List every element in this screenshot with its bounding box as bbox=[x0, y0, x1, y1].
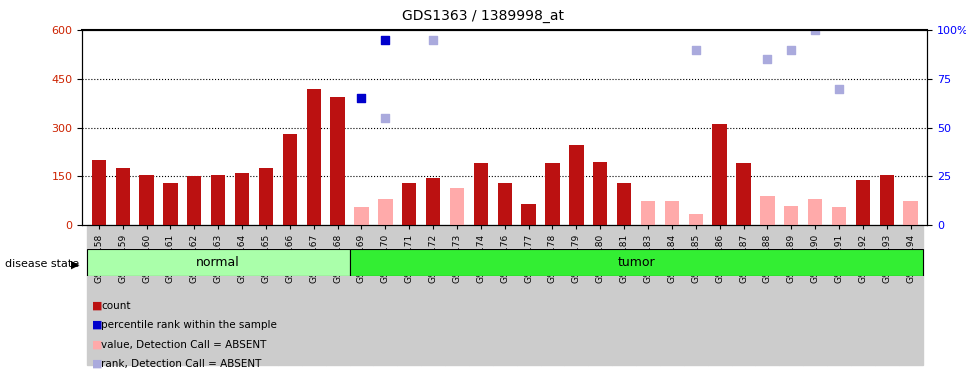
Bar bbox=[588, 225, 612, 365]
Point bbox=[688, 46, 703, 53]
Point bbox=[640, 8, 656, 14]
Bar bbox=[684, 225, 708, 365]
Point bbox=[354, 95, 369, 101]
Bar bbox=[593, 162, 608, 225]
Text: disease state: disease state bbox=[5, 260, 79, 269]
Bar bbox=[326, 225, 350, 365]
Bar bbox=[731, 225, 755, 365]
Text: ▶: ▶ bbox=[71, 260, 79, 269]
Bar bbox=[350, 225, 374, 365]
Bar bbox=[832, 207, 846, 225]
Text: normal: normal bbox=[196, 256, 241, 269]
Text: tumor: tumor bbox=[617, 256, 655, 269]
Text: GDS1363 / 1389998_at: GDS1363 / 1389998_at bbox=[402, 9, 564, 23]
Point bbox=[759, 56, 775, 62]
Bar bbox=[875, 225, 898, 365]
Bar bbox=[660, 225, 684, 365]
Bar bbox=[158, 225, 183, 365]
Bar bbox=[450, 188, 464, 225]
Text: ■: ■ bbox=[92, 301, 102, 310]
Bar bbox=[497, 183, 512, 225]
Bar bbox=[541, 225, 564, 365]
Bar bbox=[640, 201, 655, 225]
Bar bbox=[207, 225, 230, 365]
Bar bbox=[211, 175, 225, 225]
Bar bbox=[522, 204, 536, 225]
Bar bbox=[421, 225, 445, 365]
Bar bbox=[755, 225, 780, 365]
Bar bbox=[139, 175, 154, 225]
Bar bbox=[330, 97, 345, 225]
Bar bbox=[116, 168, 129, 225]
Bar bbox=[856, 180, 870, 225]
Bar bbox=[808, 199, 822, 225]
Bar bbox=[301, 225, 326, 365]
Bar bbox=[87, 225, 111, 365]
Bar bbox=[469, 225, 493, 365]
Bar bbox=[903, 201, 918, 225]
Bar bbox=[183, 225, 207, 365]
Bar bbox=[546, 163, 559, 225]
Point bbox=[832, 86, 847, 92]
Bar bbox=[378, 199, 392, 225]
Bar bbox=[827, 225, 851, 365]
Bar bbox=[493, 225, 517, 365]
Bar bbox=[87, 249, 350, 276]
Bar bbox=[163, 183, 178, 225]
Bar bbox=[851, 225, 875, 365]
Text: ■: ■ bbox=[92, 340, 102, 350]
Bar bbox=[784, 206, 799, 225]
Bar bbox=[803, 225, 827, 365]
Bar bbox=[187, 176, 202, 225]
Text: count: count bbox=[101, 301, 131, 310]
Bar bbox=[111, 225, 134, 365]
Bar bbox=[230, 225, 254, 365]
Bar bbox=[235, 173, 249, 225]
Bar bbox=[254, 225, 278, 365]
Bar bbox=[445, 225, 469, 365]
Bar bbox=[569, 146, 583, 225]
Text: ■: ■ bbox=[92, 359, 102, 369]
Bar bbox=[426, 178, 440, 225]
Bar bbox=[134, 225, 158, 365]
Bar bbox=[402, 183, 416, 225]
Bar bbox=[306, 88, 321, 225]
Bar bbox=[689, 214, 703, 225]
Text: rank, Detection Call = ABSENT: rank, Detection Call = ABSENT bbox=[101, 359, 262, 369]
Bar bbox=[612, 225, 636, 365]
Point bbox=[378, 37, 393, 43]
Bar bbox=[617, 183, 632, 225]
Bar bbox=[880, 175, 894, 225]
Bar bbox=[355, 207, 369, 225]
Bar bbox=[397, 225, 421, 365]
Text: value, Detection Call = ABSENT: value, Detection Call = ABSENT bbox=[101, 340, 267, 350]
Bar bbox=[473, 163, 488, 225]
Bar bbox=[665, 201, 679, 225]
Bar bbox=[350, 249, 923, 276]
Bar bbox=[517, 225, 541, 365]
Bar bbox=[898, 225, 923, 365]
Text: ■: ■ bbox=[92, 320, 102, 330]
Bar bbox=[92, 160, 106, 225]
Bar bbox=[736, 163, 751, 225]
Bar bbox=[374, 225, 397, 365]
Bar bbox=[780, 225, 803, 365]
Bar bbox=[713, 124, 726, 225]
Point bbox=[378, 115, 393, 121]
Bar bbox=[283, 134, 297, 225]
Bar bbox=[708, 225, 731, 365]
Bar bbox=[636, 225, 660, 365]
Bar bbox=[259, 168, 273, 225]
Text: percentile rank within the sample: percentile rank within the sample bbox=[101, 320, 277, 330]
Point bbox=[808, 27, 823, 33]
Bar bbox=[564, 225, 588, 365]
Point bbox=[783, 46, 799, 53]
Bar bbox=[278, 225, 301, 365]
Bar bbox=[760, 196, 775, 225]
Point bbox=[425, 37, 440, 43]
